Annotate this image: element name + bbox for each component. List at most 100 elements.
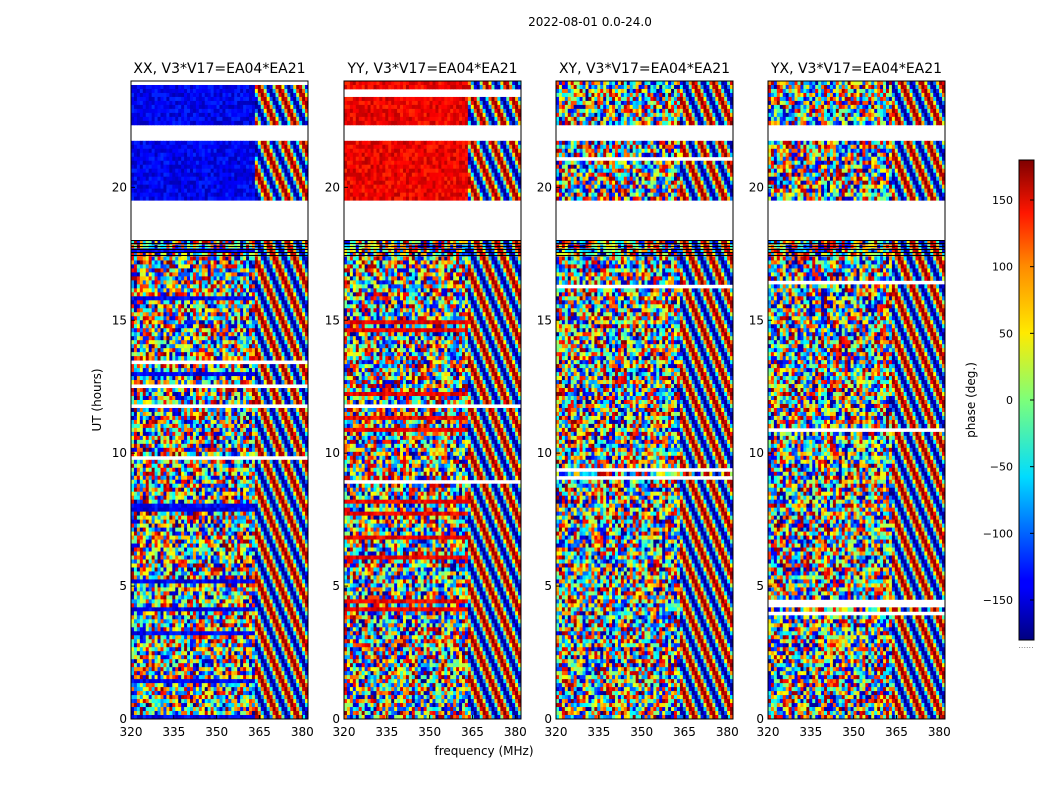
heatmap-cell <box>305 260 309 265</box>
heatmap-cell <box>249 148 253 154</box>
heatmap-cell <box>145 427 150 433</box>
heatmap-cell <box>148 84 153 90</box>
heatmap-cell <box>299 475 303 481</box>
heatmap-cell <box>266 92 271 98</box>
heatmap-cell <box>142 156 147 162</box>
heatmap-cell <box>187 140 191 146</box>
heatmap-cell <box>249 168 253 174</box>
heatmap-cell <box>190 108 194 114</box>
heatmap-cell <box>169 172 173 178</box>
heatmap-cell <box>275 296 279 301</box>
heatmap-cell <box>234 407 238 413</box>
heatmap-cell <box>201 352 206 357</box>
heatmap-cell <box>231 475 235 481</box>
heatmap-cell <box>257 392 262 397</box>
heatmap-cell <box>228 272 232 277</box>
heatmap-cell <box>305 368 309 373</box>
heatmap-cell <box>178 328 182 333</box>
heatmap-cell <box>145 104 150 110</box>
heatmap-cell <box>219 176 223 182</box>
heatmap-cell <box>263 400 268 405</box>
heatmap-cell <box>139 172 144 178</box>
heatmap-cell <box>201 407 206 413</box>
heatmap-cell <box>287 336 291 341</box>
heatmap-cell <box>178 152 182 158</box>
heatmap-cell <box>166 148 170 154</box>
heatmap-cell <box>305 392 309 397</box>
heatmap-cell <box>139 168 144 174</box>
heatmap-cell <box>139 304 144 309</box>
heatmap-cell <box>187 415 191 421</box>
heatmap-cell <box>251 280 256 285</box>
heatmap-cell <box>160 92 164 98</box>
heatmap-cell <box>228 368 232 373</box>
heatmap-cell <box>305 423 309 429</box>
heatmap-cell <box>169 463 173 469</box>
heatmap-cell <box>172 84 176 90</box>
heatmap-cell <box>133 196 138 202</box>
heatmap-cell <box>246 392 250 397</box>
heatmap-cell <box>133 415 138 421</box>
heatmap-cell <box>281 471 285 477</box>
heatmap-cell <box>187 88 191 94</box>
heatmap-cell <box>305 352 309 357</box>
heatmap-cell <box>246 164 250 170</box>
heatmap-cell <box>181 435 185 441</box>
heatmap-cell <box>207 120 212 126</box>
heatmap-cell <box>178 92 182 98</box>
heatmap-cell <box>234 172 238 178</box>
heatmap-cell <box>305 264 309 269</box>
heatmap-cell <box>302 180 306 186</box>
heatmap-cell <box>305 312 309 317</box>
heatmap-cell <box>240 415 244 421</box>
heatmap-cell <box>251 164 256 170</box>
heatmap-cell <box>222 100 226 106</box>
heatmap-cell <box>131 308 135 313</box>
heatmap-cell <box>293 252 297 257</box>
heatmap-cell <box>198 407 203 413</box>
heatmap-cell <box>266 376 271 381</box>
heatmap-cell <box>213 475 217 481</box>
heatmap-cell <box>278 324 282 329</box>
heatmap-cell <box>290 467 294 473</box>
heatmap-cell <box>269 100 273 106</box>
heatmap-cell <box>257 443 262 449</box>
heatmap-cell <box>284 264 288 269</box>
heatmap-cell <box>260 184 265 190</box>
heatmap-cell <box>195 372 200 377</box>
heatmap-cell <box>251 268 256 273</box>
heatmap-cell <box>142 415 147 421</box>
heatmap-cell <box>151 352 155 357</box>
heatmap-cell <box>148 240 153 245</box>
heatmap-cell <box>181 160 185 166</box>
heatmap-cell <box>293 288 297 293</box>
heatmap-cell <box>148 415 153 421</box>
heatmap-cell <box>234 348 238 353</box>
heatmap-cell <box>213 407 217 413</box>
heatmap-cell <box>254 188 259 194</box>
heatmap-cell <box>269 96 273 102</box>
heatmap-cell <box>293 92 297 98</box>
heatmap-cell <box>287 400 291 405</box>
heatmap-cell <box>249 252 253 257</box>
heatmap-cell <box>154 252 158 257</box>
heatmap-cell <box>142 400 147 405</box>
heatmap-cell <box>237 156 241 162</box>
heatmap-cell <box>243 467 247 473</box>
heatmap-cell <box>207 104 212 110</box>
heatmap-cell <box>157 112 161 118</box>
heatmap-cell <box>219 411 223 417</box>
heatmap-cell <box>302 116 306 122</box>
heatmap-cell <box>302 112 306 118</box>
heatmap-cell <box>305 148 309 154</box>
heatmap-cell <box>207 276 212 281</box>
heatmap-cell <box>192 280 197 285</box>
heatmap-cell <box>299 356 303 361</box>
heatmap-cell <box>240 180 244 186</box>
heatmap-cell <box>302 380 306 385</box>
heatmap-cell <box>263 140 268 146</box>
heatmap-cell <box>160 240 164 245</box>
heatmap-cell <box>157 144 161 150</box>
heatmap-cell <box>178 264 182 269</box>
heatmap-cell <box>257 288 262 293</box>
